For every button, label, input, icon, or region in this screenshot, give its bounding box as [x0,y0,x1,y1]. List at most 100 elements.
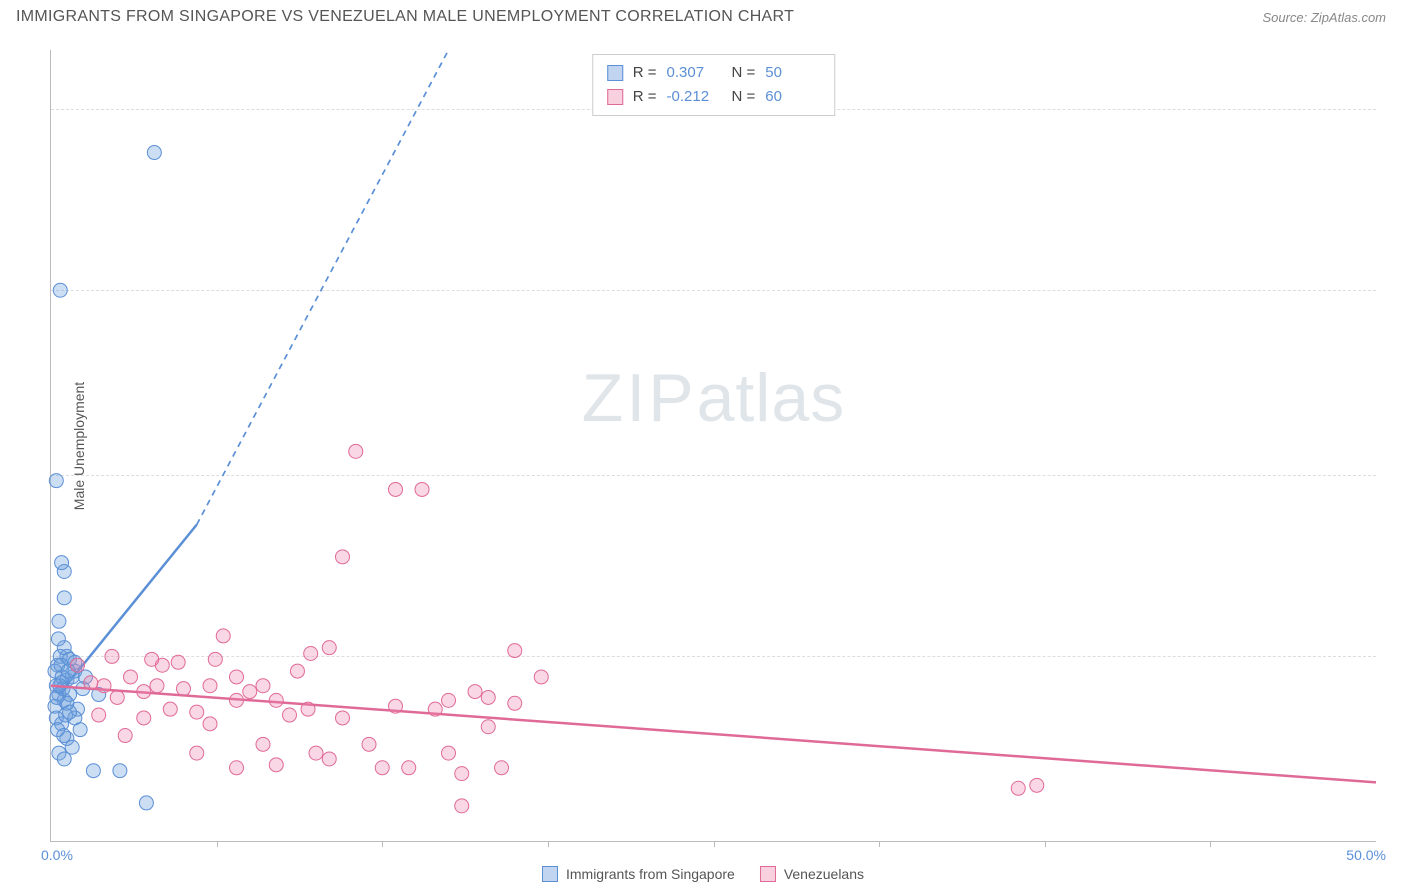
data-point [124,670,138,684]
data-point [1030,778,1044,792]
scatter-svg [51,50,1376,841]
data-point [53,283,67,297]
xtick-mark [1210,841,1211,847]
n-label: N = [732,61,756,85]
data-point [322,752,336,766]
data-point [481,690,495,704]
legend-item-series1: Immigrants from Singapore [542,866,735,882]
data-point [110,690,124,704]
data-point [322,641,336,655]
data-point [256,679,270,693]
data-point [57,752,71,766]
data-point [230,693,244,707]
data-point [57,591,71,605]
data-point [71,658,85,672]
data-point [163,702,177,716]
data-point [508,696,522,710]
chart-plot-area: ZIPatlas R = 0.307 N = 50 R = -0.212 N =… [50,50,1376,842]
swatch-pink-icon [607,89,623,105]
data-point [349,444,363,458]
data-point [508,644,522,658]
series-legend: Immigrants from Singapore Venezuelans [542,866,864,882]
ytick-label: 6.3% [1386,648,1406,664]
data-point [301,702,315,716]
data-point [304,647,318,661]
data-point [171,655,185,669]
data-point [269,693,283,707]
data-point [147,146,161,160]
data-point [216,629,230,643]
xtick-mark [714,841,715,847]
data-point [375,761,389,775]
source-attribution: Source: ZipAtlas.com [1262,10,1386,25]
data-point [309,746,323,760]
data-point [243,685,257,699]
swatch-pink-icon [760,866,776,882]
chart-header: IMMIGRANTS FROM SINGAPORE VS VENEZUELAN … [0,0,1406,34]
data-point [57,729,71,743]
data-point [455,767,469,781]
regression-line-dashed [197,50,449,525]
ytick-label: 12.5% [1386,467,1406,483]
data-point [534,670,548,684]
data-point [256,737,270,751]
legend-row-series2: R = -0.212 N = 60 [607,85,821,109]
data-point [389,482,403,496]
n-value-1: 50 [765,61,820,85]
data-point [442,693,456,707]
data-point [283,708,297,722]
r-label: R = [633,85,657,109]
r-value-2: -0.212 [667,85,722,109]
n-label: N = [732,85,756,109]
xtick-mark [1045,841,1046,847]
ytick-label: 25.0% [1386,101,1406,117]
swatch-blue-icon [607,65,623,81]
data-point [145,652,159,666]
data-point [208,652,222,666]
data-point [55,556,69,570]
data-point [84,676,98,690]
regression-line [51,686,1376,783]
data-point [137,711,151,725]
data-point [495,761,509,775]
data-point [63,705,77,719]
r-value-1: 0.307 [667,61,722,85]
data-point [468,685,482,699]
data-point [118,729,132,743]
correlation-legend: R = 0.307 N = 50 R = -0.212 N = 60 [592,54,836,116]
data-point [415,482,429,496]
legend-row-series1: R = 0.307 N = 50 [607,61,821,85]
data-point [97,679,111,693]
data-point [269,758,283,772]
data-point [230,761,244,775]
data-point [455,799,469,813]
legend-item-series2: Venezuelans [760,866,864,882]
x-axis-end-label: 50.0% [1346,847,1386,863]
data-point [428,702,442,716]
xtick-mark [217,841,218,847]
xtick-mark [382,841,383,847]
data-point [402,761,416,775]
data-point [52,614,66,628]
data-point [389,699,403,713]
data-point [230,670,244,684]
swatch-blue-icon [542,866,558,882]
data-point [442,746,456,760]
data-point [105,649,119,663]
legend-label-1: Immigrants from Singapore [566,866,735,882]
xtick-mark [548,841,549,847]
data-point [362,737,376,751]
r-label: R = [633,61,657,85]
data-point [190,746,204,760]
ytick-label: 18.8% [1386,282,1406,298]
data-point [1011,781,1025,795]
data-point [203,679,217,693]
data-point [336,711,350,725]
data-point [290,664,304,678]
data-point [51,632,65,646]
data-point [481,720,495,734]
data-point [49,474,63,488]
legend-label-2: Venezuelans [784,866,864,882]
data-point [137,685,151,699]
chart-title: IMMIGRANTS FROM SINGAPORE VS VENEZUELAN … [16,8,794,26]
